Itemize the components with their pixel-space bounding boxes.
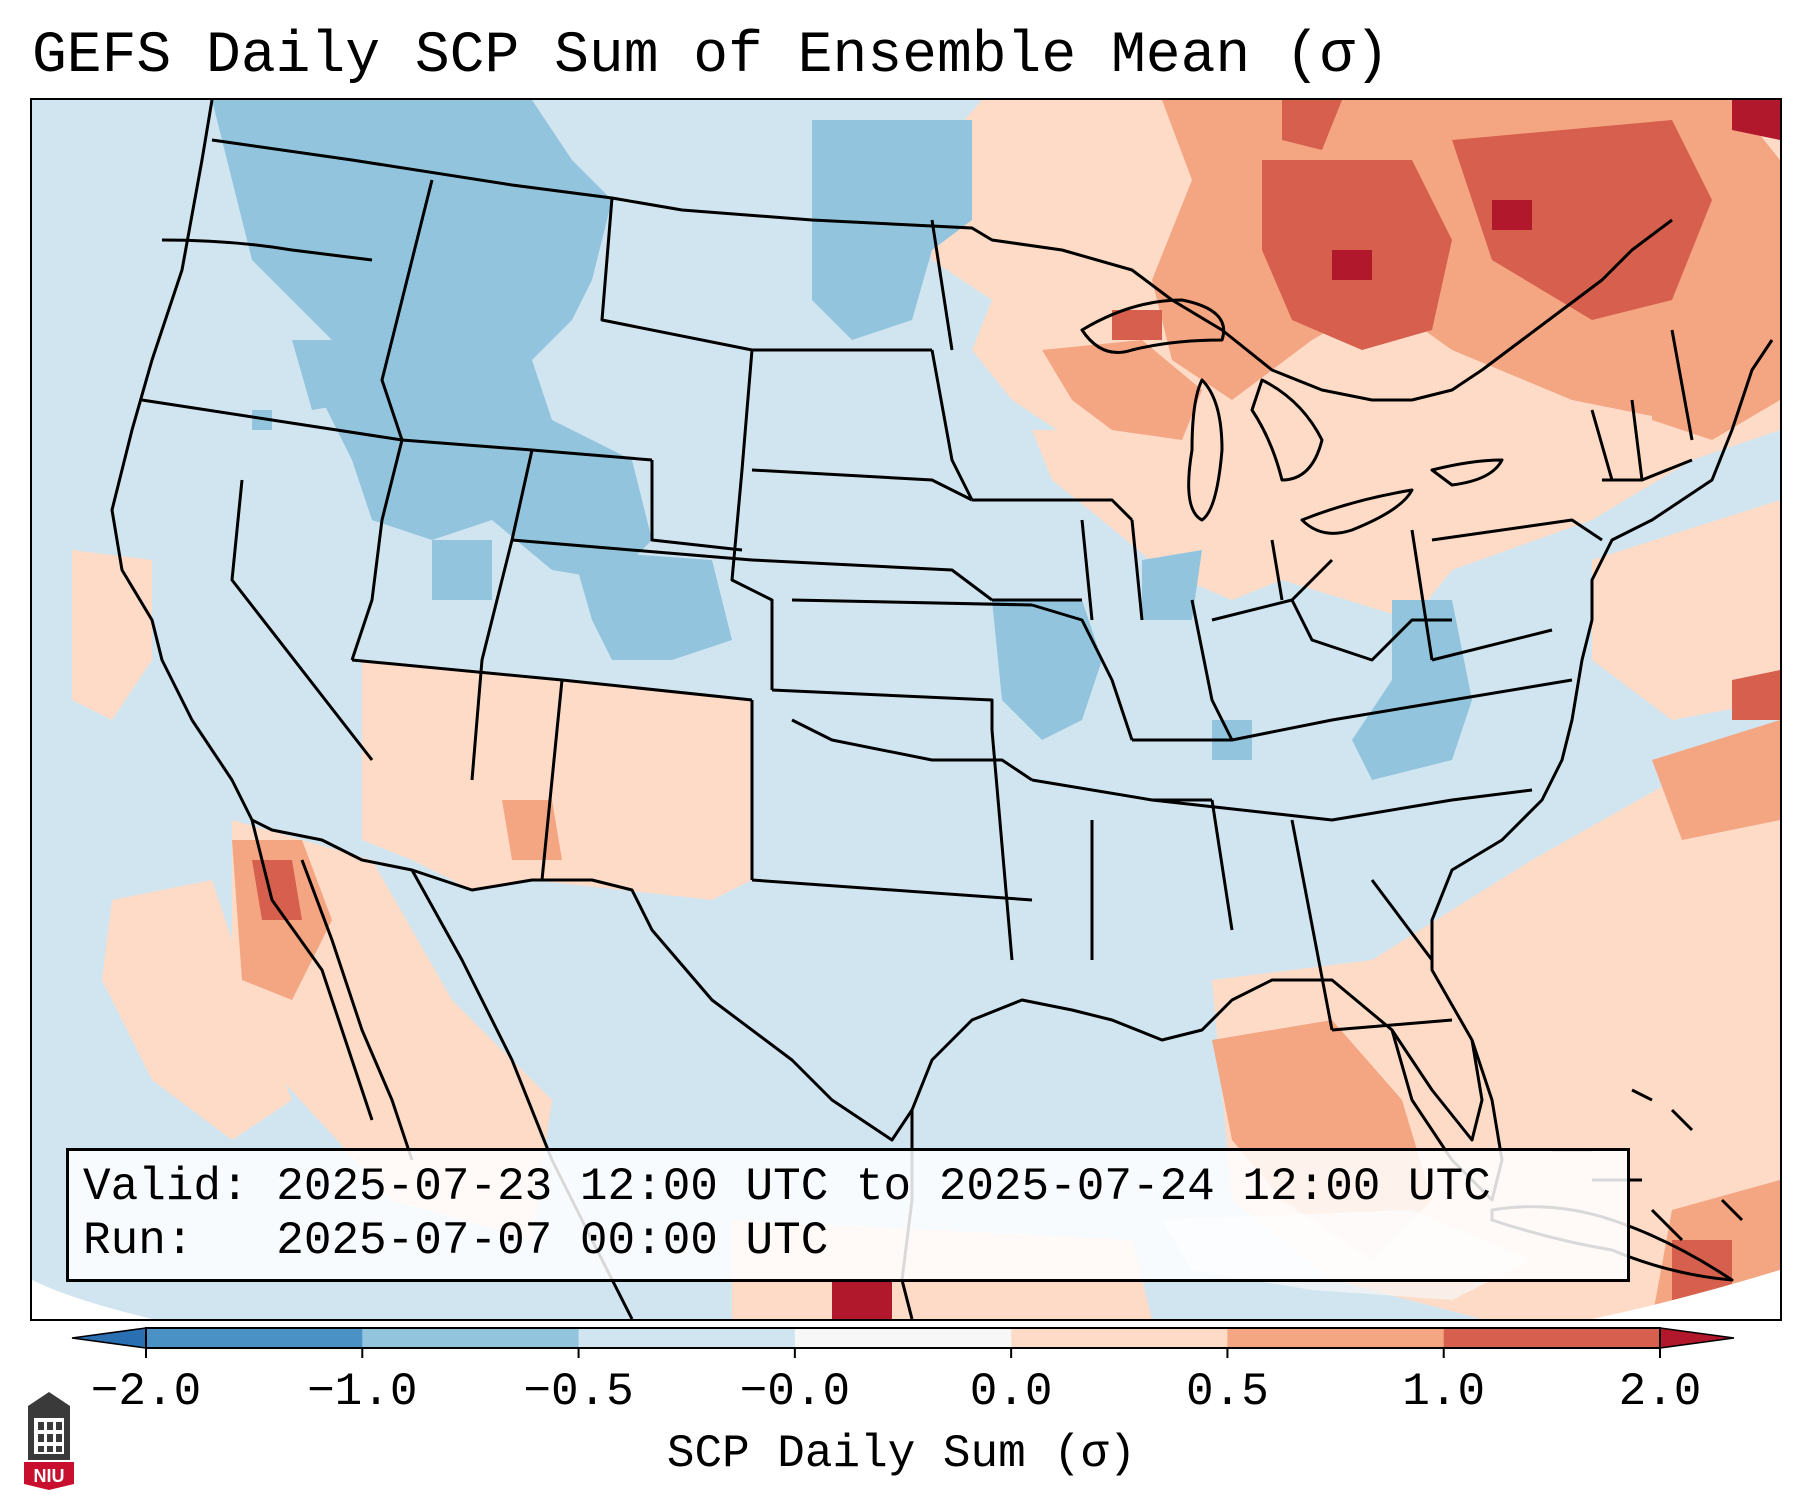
colorbar-over-arrow xyxy=(1659,1327,1735,1349)
colorbar-tick-label: 1.0 xyxy=(1402,1366,1486,1418)
us-outline xyxy=(110,100,1774,1142)
colorbar-tick-label: −0.5 xyxy=(523,1366,634,1418)
map-canvas xyxy=(32,100,1780,1319)
colorbar-bin xyxy=(578,1328,796,1348)
run-time-text: Run: 2025-07-07 00:00 UTC xyxy=(83,1215,829,1267)
lake-superior xyxy=(1080,298,1225,354)
lake-michigan xyxy=(1187,378,1224,522)
colorbar-under-arrow xyxy=(71,1327,147,1349)
lake-ontario xyxy=(1430,458,1504,487)
colorbar-label: SCP Daily Sum (σ) xyxy=(666,1428,1137,1480)
colorbar xyxy=(71,1327,1735,1358)
lake-huron xyxy=(1250,378,1324,482)
strong-positive-regions xyxy=(252,100,1780,1319)
colorbar-bin xyxy=(362,1328,580,1348)
colorbar-bin xyxy=(794,1328,1012,1348)
colorbar-tick-label: −0.0 xyxy=(739,1366,851,1418)
colorbar-tick-label: 2.0 xyxy=(1618,1366,1702,1418)
colorbar-tick-label: 0.0 xyxy=(969,1366,1053,1418)
colorbar-tick-label: −2.0 xyxy=(90,1366,202,1418)
niu-logo-icon: NIU xyxy=(24,1392,74,1490)
colorbar-tick-label: −1.0 xyxy=(307,1366,418,1418)
colorbar-bin xyxy=(146,1328,363,1348)
colorbar-bins xyxy=(146,1328,1661,1348)
negative-anomaly-regions xyxy=(212,100,1472,780)
colorbar-ticks xyxy=(145,1348,1661,1358)
domain-edge xyxy=(32,1280,152,1319)
colorbar-tick-label: 0.5 xyxy=(1186,1366,1269,1418)
valid-time-text: Valid: 2025-07-23 12:00 UTC to 2025-07-2… xyxy=(83,1161,1491,1213)
map-panel xyxy=(30,98,1782,1321)
validity-info-box: Valid: 2025-07-23 12:00 UTC to 2025-07-2… xyxy=(66,1148,1630,1282)
colorbar-bin xyxy=(1227,1328,1445,1348)
colorbar-bin xyxy=(1443,1328,1661,1348)
baja-california xyxy=(250,819,374,1121)
colorbar-bin xyxy=(1011,1328,1228,1348)
lake-erie xyxy=(1300,488,1414,535)
canada-border xyxy=(211,138,1673,402)
map-title: GEFS Daily SCP Sum of Ensemble Mean (σ) xyxy=(32,24,1390,89)
logo-text: NIU xyxy=(34,1466,65,1486)
